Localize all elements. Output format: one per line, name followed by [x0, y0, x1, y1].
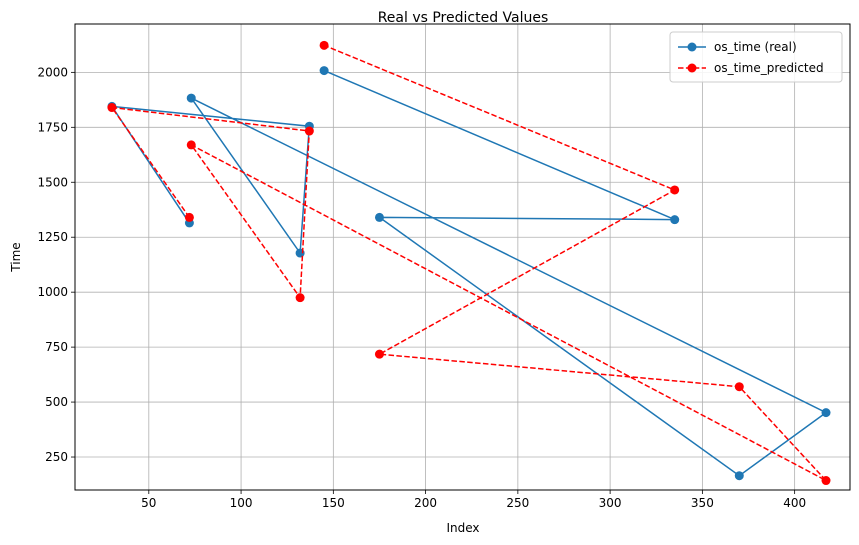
y-tick-label: 2000 [37, 65, 68, 79]
series-layer [107, 40, 831, 486]
y-tick-label: 750 [45, 340, 68, 354]
data-point-real [821, 408, 831, 418]
legend-marker-predicted [687, 63, 697, 73]
data-point-predicted [184, 212, 194, 222]
series-line-real [110, 69, 828, 477]
data-point-real [670, 215, 680, 225]
x-tick-label: 200 [414, 496, 437, 510]
x-axis-label: Index [446, 521, 479, 535]
y-tick-label: 250 [45, 450, 68, 464]
x-tick-label: 150 [322, 496, 345, 510]
y-tick-label: 1000 [37, 285, 68, 299]
x-tick-label: 300 [599, 496, 622, 510]
x-tick-label: 50 [141, 496, 156, 510]
data-point-predicted [374, 349, 384, 359]
y-axis-ticks: 250 500 750 1000 1250 1500 1750 2000 [37, 65, 75, 464]
legend-label-real: os_time (real) [714, 40, 797, 54]
data-point-real [734, 471, 744, 481]
data-point-predicted [295, 293, 305, 303]
data-point-predicted [734, 382, 744, 392]
data-point-predicted [670, 185, 680, 195]
data-point-predicted [319, 40, 329, 50]
legend-label-predicted: os_time_predicted [714, 61, 824, 75]
x-tick-label: 400 [783, 496, 806, 510]
x-tick-label: 100 [230, 496, 253, 510]
data-point-predicted [107, 103, 117, 113]
x-axis-ticks: 50 100 150 200 250 300 350 400 [141, 490, 806, 510]
grid-lines [75, 24, 850, 490]
plot-frame [74, 23, 851, 491]
y-tick-label: 1250 [37, 230, 68, 244]
legend-marker-real [687, 42, 697, 52]
x-tick-label: 350 [691, 496, 714, 510]
data-point-predicted [304, 126, 314, 136]
data-point-real [374, 212, 384, 222]
x-tick-label: 250 [506, 496, 529, 510]
series-line-predicted [110, 44, 827, 482]
data-point-real [319, 66, 329, 76]
data-point-predicted [821, 476, 831, 486]
data-point-real [186, 93, 196, 103]
y-tick-label: 500 [45, 395, 68, 409]
y-tick-label: 1500 [37, 175, 68, 189]
chart-title: Real vs Predicted Values [378, 10, 549, 26]
series-predicted [107, 40, 831, 486]
legend-box [669, 31, 843, 83]
y-tick-label: 1750 [37, 120, 68, 134]
data-point-predicted [186, 140, 196, 150]
y-axis-label: Time [9, 242, 23, 272]
legend: os_time (real) os_time_predicted [669, 31, 843, 83]
